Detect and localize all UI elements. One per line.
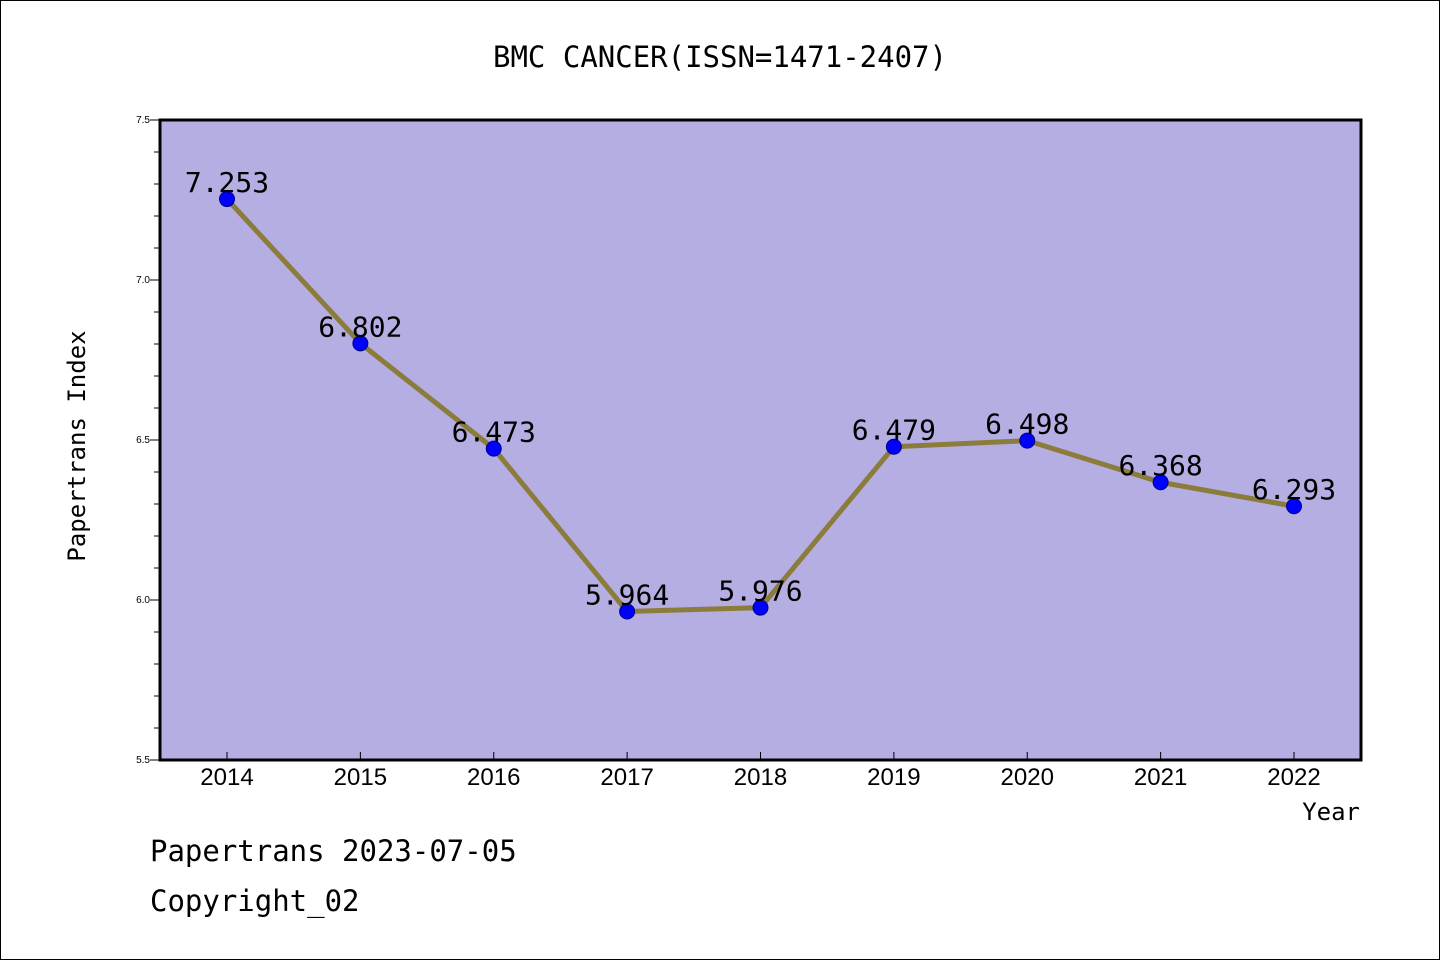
footer-copyright-text: Copyright_02	[150, 884, 360, 918]
data-label: 6.479	[852, 414, 936, 447]
x-tick-label: 2021	[1134, 764, 1187, 791]
y-tick-label: 7.0	[136, 275, 150, 286]
plot-area	[158, 118, 1363, 762]
x-axis-title: Year	[1302, 798, 1360, 826]
y-axis-title: Papertrans Index	[63, 330, 91, 561]
y-tick-label: 7.5	[136, 115, 150, 126]
data-point	[1286, 498, 1302, 515]
data-point	[1019, 432, 1036, 449]
data-point	[885, 438, 902, 455]
y-tick-label: 6.0	[136, 595, 150, 606]
x-tick-label: 2014	[200, 764, 253, 791]
data-label: 5.964	[585, 579, 669, 612]
x-axis: 2014 2015 2016 2017 2018 2019 2020 2021 2022	[200, 752, 1321, 791]
data-label: 7.253	[185, 166, 269, 199]
chart-title: BMC CANCER(ISSN=1471-2407)	[493, 40, 947, 74]
data-points	[219, 191, 1302, 620]
data-point	[752, 599, 769, 616]
x-tick-label: 2020	[1001, 764, 1054, 791]
data-label: 5.976	[718, 575, 802, 608]
data-point	[219, 191, 235, 208]
x-tick-label: 2019	[867, 764, 920, 791]
data-label: 6.802	[318, 310, 402, 343]
data-point	[485, 440, 502, 457]
data-point	[619, 603, 636, 620]
x-tick-label: 2017	[600, 764, 653, 791]
data-labels: 7.253 6.802 6.473 5.964 5.976 6.479 6.498 6.368…	[185, 166, 1336, 611]
data-point	[1152, 474, 1169, 491]
y-tick-label: 6.5	[136, 435, 150, 446]
x-tick-label: 2016	[467, 764, 520, 791]
data-label: 6.498	[985, 408, 1069, 441]
footer-date-text: Papertrans 2023-07-05	[150, 834, 517, 868]
y-axis: 5.5 6.0 6.5 7.0 7.5	[136, 115, 160, 766]
data-point	[352, 335, 369, 352]
x-tick-label: 2015	[334, 764, 387, 791]
x-tick-label: 2022	[1267, 764, 1320, 791]
x-tick-label: 2018	[734, 764, 787, 791]
data-label: 6.368	[1118, 449, 1202, 482]
data-label: 6.473	[452, 416, 536, 449]
y-tick-label: 5.5	[136, 755, 150, 766]
data-label: 6.293	[1252, 473, 1336, 506]
